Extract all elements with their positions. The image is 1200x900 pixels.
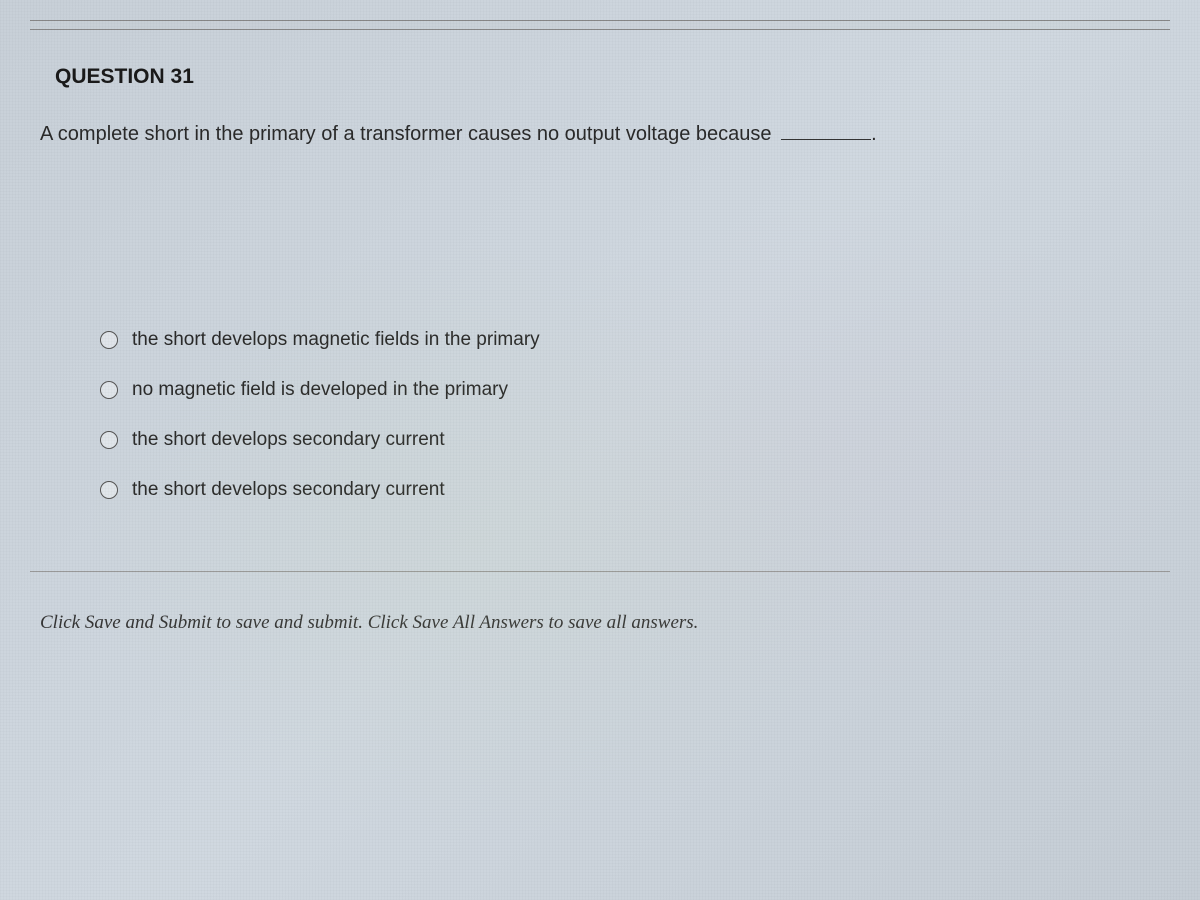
top-divider: [30, 20, 1170, 30]
radio-icon[interactable]: [100, 331, 118, 349]
option-row-3[interactable]: the short develops secondary current: [100, 429, 1170, 451]
option-row-2[interactable]: no magnetic field is developed in the pr…: [100, 379, 1170, 401]
option-label-1[interactable]: the short develops magnetic fields in th…: [132, 329, 540, 351]
option-row-1[interactable]: the short develops magnetic fields in th…: [100, 329, 1170, 351]
period: .: [871, 123, 877, 145]
option-label-4[interactable]: the short develops secondary current: [132, 479, 445, 501]
question-header: QUESTION 31: [55, 65, 1170, 89]
question-prompt: A complete short in the primary of a tra…: [40, 119, 1170, 149]
options-area: the short develops magnetic fields in th…: [100, 329, 1170, 501]
question-text-content: A complete short in the primary of a tra…: [40, 123, 772, 145]
radio-icon[interactable]: [100, 381, 118, 399]
bottom-divider: [30, 571, 1170, 572]
fill-blank: [781, 139, 871, 140]
option-row-4[interactable]: the short develops secondary current: [100, 479, 1170, 501]
footer-instructions: Click Save and Submit to save and submit…: [40, 612, 1170, 634]
radio-icon[interactable]: [100, 431, 118, 449]
radio-icon[interactable]: [100, 481, 118, 499]
question-container: QUESTION 31 A complete short in the prim…: [0, 0, 1200, 900]
option-label-2[interactable]: no magnetic field is developed in the pr…: [132, 379, 508, 401]
option-label-3[interactable]: the short develops secondary current: [132, 429, 445, 451]
